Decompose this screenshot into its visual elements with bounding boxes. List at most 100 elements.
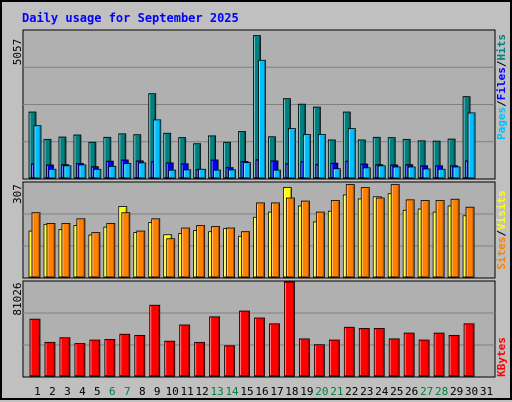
x-tick-label-day-5: 5 [94,385,101,398]
x-tick-label-day-9: 9 [154,385,161,398]
bar-sites-day-3 [61,223,71,278]
bar-kbytes-day-13 [209,316,221,377]
x-tick-label-day-22: 22 [345,385,358,398]
bar-kbytes-day-6 [104,339,116,377]
bar-sites-day-12 [196,225,206,278]
bar-sites-day-26 [405,199,415,278]
bar-sites-day-16 [256,202,265,278]
bar-pages-day-1 [33,125,42,179]
panel-visits-sites [22,181,496,279]
bar-pages-day-20 [317,133,326,179]
x-tick-label-day-21: 21 [330,385,343,398]
bar-pages-day-7 [123,163,132,179]
legend-hits: Hits [495,34,508,61]
bar-sites-day-27 [420,200,430,278]
bar-pages-day-17 [273,169,281,179]
bar-sites-day-11 [181,227,191,278]
bar-pages-day-29 [452,166,461,179]
bar-hits-day-10 [163,132,172,179]
bar-pages-day-4 [78,164,87,179]
bar-kbytes-day-10 [164,340,176,377]
x-tick-label-day-15: 15 [240,385,253,398]
bar-pages-day-13 [213,169,222,179]
x-tick-label-day-1: 1 [34,385,41,398]
x-tick-label-day-14: 14 [225,385,239,398]
bar-kbytes-day-19 [299,338,310,377]
bar-sites-day-14 [226,227,235,278]
chart-title: Daily usage for September 2025 [22,11,239,25]
bar-pages-day-19 [303,133,311,179]
ymax-label-visits: 307 [11,184,24,204]
bar-sites-day-10 [166,238,176,278]
bar-kbytes-day-12 [194,341,206,377]
bar-pages-day-12 [198,168,207,179]
bar-pages-day-21 [332,168,341,179]
bar-kbytes-day-1 [29,318,41,377]
bar-sites-day-20 [315,211,325,278]
bar-sites-day-25 [390,184,400,278]
bar-kbytes-day-14 [224,345,235,377]
bar-pages-day-15 [243,162,251,179]
bar-sites-day-21 [330,200,340,278]
bar-pages-day-16 [258,59,266,179]
panel-hits-files-pages [22,29,496,180]
bar-kbytes-day-20 [313,344,325,377]
bar-kbytes-day-21 [328,339,340,377]
bar-kbytes-day-18 [284,281,295,377]
bar-sites-day-5 [91,232,101,278]
bar-kbytes-day-5 [89,339,101,377]
bar-sites-day-28 [435,200,445,278]
x-tick-label-day-27: 27 [420,385,433,398]
bar-sites-day-15 [241,231,250,278]
bar-pages-day-14 [228,169,236,179]
bar-pages-day-5 [93,168,102,179]
bar-kbytes-day-30 [463,323,475,377]
bar-kbytes-day-25 [388,338,400,377]
x-tick-label-day-7: 7 [124,385,131,398]
bar-pages-day-26 [407,166,416,179]
x-tick-label-day-4: 4 [79,385,86,398]
bar-sites-day-13 [211,226,221,278]
bar-pages-day-30 [467,112,476,179]
bar-sites-day-29 [450,198,460,278]
x-tick-label-day-19: 19 [300,385,313,398]
ymax-label-kbytes: 81026 [11,282,24,315]
x-tick-label-day-16: 16 [255,385,268,398]
bar-sites-day-4 [76,218,86,278]
bar-kbytes-day-7 [119,333,131,377]
bar-sites-day-8 [136,230,146,278]
legend-pages: Pages [495,107,508,140]
x-tick-label-day-26: 26 [405,385,418,398]
bar-sites-day-18 [286,197,295,278]
x-tick-label-day-28: 28 [435,385,448,398]
x-tick-label-day-13: 13 [210,385,223,398]
legend-visits: Visits [495,190,508,230]
legend-mid: Sites/Visits [495,190,508,270]
bar-sites-day-23 [360,187,370,278]
bar-pages-day-24 [377,165,386,179]
bar-kbytes-day-24 [373,328,385,377]
bar-kbytes-day-11 [179,324,191,377]
legend-sep-1: / [495,100,508,107]
bar-kbytes-day-22 [343,326,355,377]
bar-sites-day-6 [106,223,116,278]
bar-pages-day-9 [153,119,162,179]
bar-pages-day-3 [63,165,72,179]
bar-kbytes-day-23 [358,328,370,377]
ymax-label-hits: 5057 [11,39,24,66]
bar-pages-day-11 [183,169,192,179]
legend-sep-3: / [495,230,508,237]
bar-sites-day-19 [301,200,310,278]
panel-kbytes [22,280,496,378]
bar-pages-day-8 [138,162,147,179]
x-axis-day-labels: 1 2 3 4 5 6 7 8 9 10 11 12 13 14 15 16 17 18 19 20 21 22 23 24 2… [34,385,493,398]
x-tick-label-day-11: 11 [181,385,194,398]
bar-pages-day-2 [48,168,57,179]
bar-pages-day-18 [288,128,296,179]
bar-kbytes-day-26 [403,332,415,377]
bar-kbytes-day-2 [44,341,56,377]
x-tick-label-day-29: 29 [450,385,463,398]
legend-sites: Sites [495,237,508,270]
x-tick-label-day-23: 23 [360,385,373,398]
